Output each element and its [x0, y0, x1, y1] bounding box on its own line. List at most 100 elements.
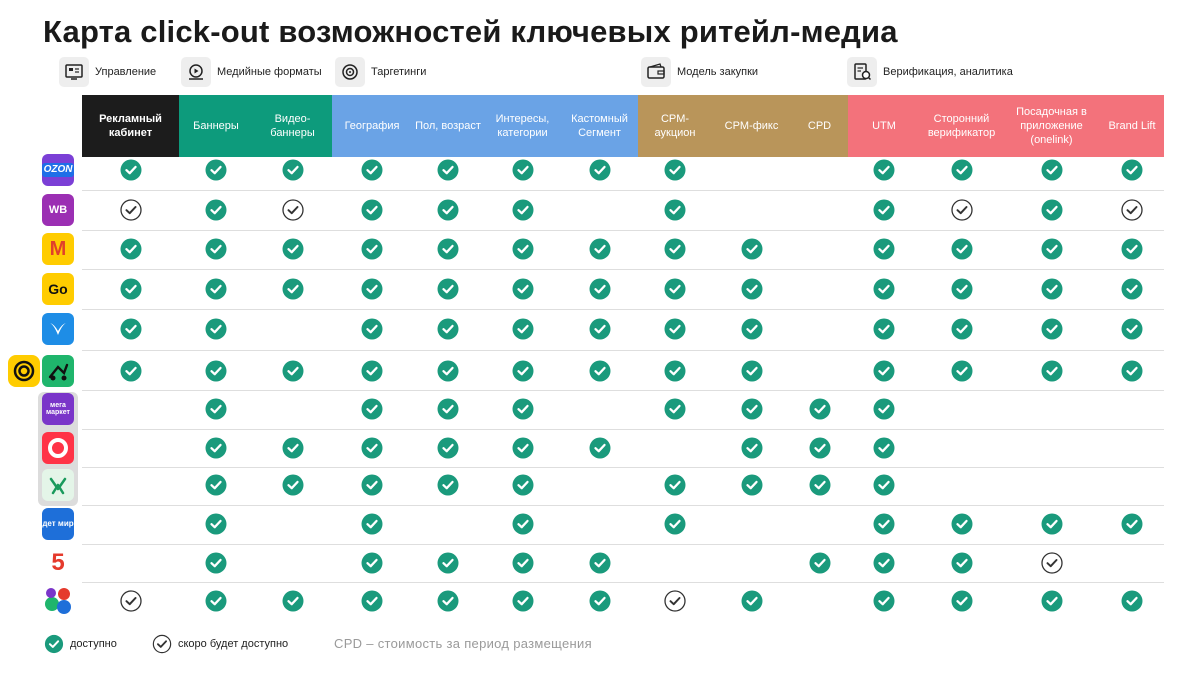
available-check: [589, 318, 611, 340]
available-check: [809, 437, 831, 459]
group-targeting: Таргетинги: [335, 55, 426, 89]
available-check: [437, 398, 459, 420]
available-check: [1041, 199, 1063, 221]
available-check: [205, 513, 227, 535]
available-check: [361, 159, 383, 181]
check-outline-icon: [152, 634, 172, 654]
available-check: [951, 360, 973, 382]
column-header: Интересы, категории: [484, 95, 561, 157]
available-check: [1041, 318, 1063, 340]
available-check: [361, 513, 383, 535]
available-check: [437, 199, 459, 221]
available-check: [512, 513, 534, 535]
coming-soon-check: [951, 199, 973, 221]
avito-logo: [42, 432, 74, 464]
available-check: [205, 318, 227, 340]
row-divider: [82, 582, 1164, 583]
available-check: [120, 318, 142, 340]
available-check: [1041, 590, 1063, 612]
available-check: [951, 318, 973, 340]
available-check: [741, 437, 763, 459]
available-check: [361, 398, 383, 420]
check-filled-icon: [44, 634, 64, 654]
available-check: [1121, 238, 1143, 260]
column-header: Баннеры: [179, 95, 253, 157]
group-purchase-label: Модель закупки: [677, 66, 759, 78]
wildberries-logo: WB: [42, 194, 74, 226]
available-check: [741, 590, 763, 612]
available-check: [873, 318, 895, 340]
column-header: CPD: [791, 95, 848, 157]
available-check: [512, 199, 534, 221]
available-check: [664, 238, 686, 260]
available-check: [873, 590, 895, 612]
megamarket-logo: мега маркет: [42, 393, 74, 425]
ozon-logo: OZON: [42, 154, 74, 186]
available-check: [809, 552, 831, 574]
available-check: [589, 278, 611, 300]
available-check: [512, 278, 534, 300]
available-check: [437, 159, 459, 181]
available-check: [205, 360, 227, 382]
available-check: [512, 590, 534, 612]
row-divider: [82, 505, 1164, 506]
available-check: [282, 590, 304, 612]
available-check: [1121, 513, 1143, 535]
available-check: [951, 513, 973, 535]
available-check: [437, 552, 459, 574]
available-check: [589, 552, 611, 574]
column-header: Кастомный Сегмент: [561, 95, 638, 157]
available-check: [205, 552, 227, 574]
column-header: Пол, возраст: [412, 95, 484, 157]
row-divider: [82, 544, 1164, 545]
coming-soon-check: [282, 199, 304, 221]
available-check: [873, 159, 895, 181]
available-check: [951, 159, 973, 181]
group-media-label: Медийные форматы: [217, 66, 322, 78]
available-check: [741, 398, 763, 420]
available-check: [437, 590, 459, 612]
page-title: Карта click-out возможностей ключевых ри…: [43, 14, 898, 49]
coming-soon-check: [1041, 552, 1063, 574]
available-check: [1041, 360, 1063, 382]
available-check: [1121, 360, 1143, 382]
available-check: [1121, 318, 1143, 340]
coming-soon-check: [664, 590, 686, 612]
available-check: [951, 590, 973, 612]
available-check: [361, 474, 383, 496]
column-header: Посадочная в приложение (onelink): [1003, 95, 1100, 157]
row-divider: [82, 390, 1164, 391]
available-check: [437, 238, 459, 260]
available-check: [282, 278, 304, 300]
available-check: [1041, 278, 1063, 300]
available-check: [512, 159, 534, 181]
available-check: [1121, 159, 1143, 181]
legend-soon: скоро будет доступно: [152, 633, 288, 655]
column-header: UTM: [848, 95, 920, 157]
available-check: [361, 318, 383, 340]
available-check: [361, 199, 383, 221]
group-verification-label: Верификация, аналитика: [883, 66, 1013, 78]
available-check: [873, 437, 895, 459]
available-check: [205, 278, 227, 300]
video-icon: [181, 57, 211, 87]
column-header: География: [332, 95, 412, 157]
group-media: Медийные форматы: [181, 55, 322, 89]
available-check: [741, 278, 763, 300]
coming-soon-check: [120, 590, 142, 612]
available-check: [205, 159, 227, 181]
available-check: [664, 513, 686, 535]
group-management-label: Управление: [95, 66, 157, 78]
row-divider: [82, 467, 1164, 468]
available-check: [282, 437, 304, 459]
available-check: [437, 437, 459, 459]
available-check: [120, 238, 142, 260]
available-check: [361, 590, 383, 612]
row-divider: [82, 309, 1164, 310]
yandex-go-logo: Go: [42, 273, 74, 305]
available-check: [282, 474, 304, 496]
available-check: [873, 278, 895, 300]
legend-soon-label: скоро будет доступно: [178, 638, 289, 650]
available-check: [1121, 278, 1143, 300]
available-check: [873, 199, 895, 221]
